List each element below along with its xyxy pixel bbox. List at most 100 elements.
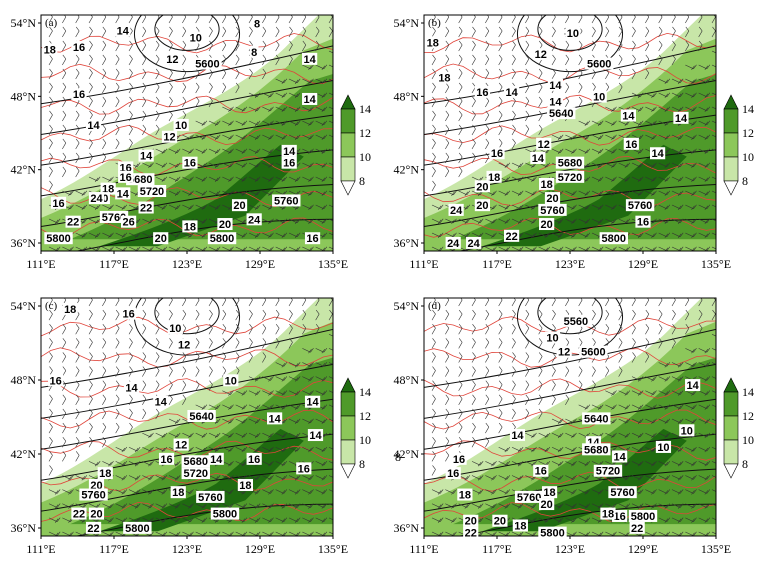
wind-barb <box>62 451 67 462</box>
wind-barb <box>431 437 436 448</box>
wind-barb <box>328 176 333 180</box>
wind-barb <box>565 96 570 108</box>
contour-label: 16 <box>635 215 651 229</box>
wind-barb <box>222 68 227 80</box>
wind-barb <box>485 152 490 164</box>
svg-text:14: 14 <box>117 26 130 38</box>
wind-barb <box>711 390 716 393</box>
wind-barb <box>471 152 476 164</box>
wind-barb <box>288 432 301 439</box>
wind-barb <box>302 134 314 140</box>
wind-barb <box>262 531 274 536</box>
wind-barb <box>698 324 703 335</box>
wind-barb <box>511 40 516 52</box>
wind-barb <box>711 362 716 365</box>
wind-barb <box>445 40 450 52</box>
wind-barb <box>302 15 307 24</box>
wind-barb <box>485 68 490 80</box>
contour-label: 18 <box>62 302 78 316</box>
wind-barb <box>711 489 716 492</box>
wind-barb <box>525 218 537 224</box>
wind-barb <box>498 460 511 467</box>
wind-barb <box>578 190 591 196</box>
wind-barb <box>658 106 671 112</box>
wind-barb <box>48 324 53 335</box>
contour-label: 14 <box>115 187 131 200</box>
wind-barb <box>631 460 644 467</box>
wind-barb <box>498 15 503 24</box>
wind-barb <box>565 54 570 66</box>
svg-text:16: 16 <box>73 42 85 54</box>
wind-barb <box>645 390 657 396</box>
wind-barb <box>235 298 240 307</box>
wind-barb <box>195 503 208 509</box>
wind-barb <box>458 324 463 335</box>
wind-barb <box>182 82 187 94</box>
wind-barb <box>182 380 187 391</box>
wind-barb <box>445 422 450 434</box>
wind-barb <box>618 352 623 363</box>
wind-barb <box>168 148 181 154</box>
wind-barb <box>698 418 711 424</box>
wind-barb <box>155 26 160 38</box>
wind-barb <box>711 309 716 321</box>
wind-barb <box>431 408 436 420</box>
wind-barb <box>262 404 274 410</box>
wind-barb <box>645 134 657 140</box>
wind-barb <box>222 531 234 536</box>
wind-barb <box>182 503 194 509</box>
wind-barb <box>302 78 314 84</box>
wind-barb <box>538 68 543 80</box>
wind-barb <box>671 460 684 467</box>
wind-barb <box>302 503 314 509</box>
wind-barb <box>315 503 328 509</box>
contour-label: 16 <box>533 464 549 478</box>
wind-barb <box>208 352 213 363</box>
colorbar-level: 8 <box>742 457 748 471</box>
wind-barb <box>302 347 314 354</box>
wind-barb <box>671 106 684 112</box>
wind-barb <box>235 246 248 251</box>
wind-barb <box>208 96 213 108</box>
wind-barb <box>551 432 564 439</box>
height-contour <box>74 503 333 536</box>
contour-label: 18 <box>436 71 453 85</box>
wind-barb <box>88 176 101 182</box>
wind-barb <box>208 26 213 38</box>
height-contour <box>537 15 603 51</box>
wind-barb <box>248 246 261 251</box>
wind-barb <box>315 362 328 368</box>
wind-barb <box>48 408 53 420</box>
contour-label: 5760 <box>272 194 301 207</box>
wind-barb <box>115 96 120 108</box>
wind-barb <box>155 517 168 523</box>
wind-barb <box>328 531 333 535</box>
wind-barb <box>711 298 716 307</box>
wind-barb <box>685 531 697 536</box>
svg-text:14: 14 <box>675 113 688 125</box>
wind-barb <box>498 309 503 321</box>
wind-barb <box>658 78 671 84</box>
height-contour <box>424 363 716 419</box>
wind-barb <box>128 324 133 335</box>
wind-barb <box>551 68 556 80</box>
contour-label: 16 <box>158 452 175 466</box>
wind-barb <box>208 190 221 196</box>
wind-barb <box>458 408 463 420</box>
wind-barb <box>235 40 240 52</box>
wind-barb <box>88 309 93 321</box>
wind-barb <box>248 475 261 481</box>
wind-barb <box>645 489 657 495</box>
panel-label: (b) <box>428 17 441 29</box>
wind-barb <box>222 324 227 335</box>
wind-barb <box>315 309 320 321</box>
wind-barb <box>471 54 476 66</box>
contour-label: 5800 <box>599 232 628 245</box>
wind-barb <box>168 96 173 108</box>
wind-barb <box>698 26 703 38</box>
wind-barb <box>328 204 333 208</box>
wind-barb <box>168 380 173 391</box>
svg-text:24: 24 <box>90 193 103 205</box>
wind-barb <box>685 190 697 196</box>
